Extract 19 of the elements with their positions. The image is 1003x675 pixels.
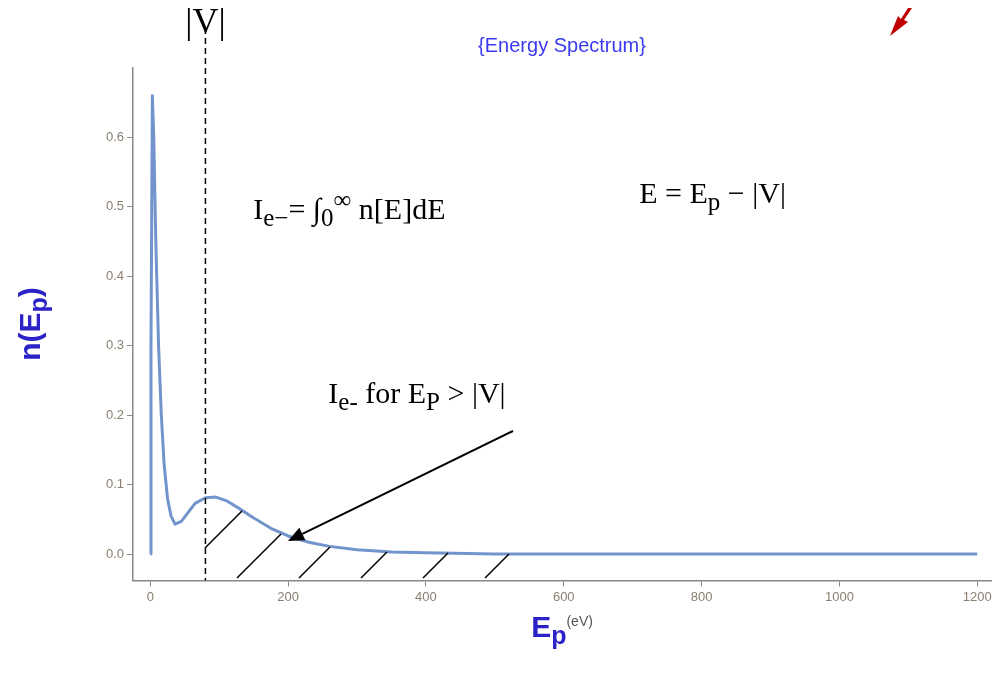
annotation: I$_{e-}$ for E$_{P}$ > |V| bbox=[328, 375, 506, 416]
x-tick-label: 800 bbox=[690, 588, 713, 604]
x-tick-label: 600 bbox=[552, 588, 575, 604]
x-tick-label: 1200 bbox=[962, 588, 992, 604]
y-tick-label: 0.4 bbox=[105, 267, 125, 283]
x-tick-label: 400 bbox=[415, 588, 437, 604]
x-tick-label: 0 bbox=[146, 588, 154, 604]
annotation: I$_{e−}$= ∫$_{0}$$^{∞}$ n[E]dE bbox=[253, 185, 446, 232]
x-tick-label: 1000 bbox=[824, 588, 854, 604]
ref-line-label: |V| bbox=[184, 0, 227, 42]
y-tick-label: 0.0 bbox=[105, 545, 125, 561]
x-tick-label: 200 bbox=[277, 588, 299, 604]
y-tick-label: 0.2 bbox=[105, 406, 125, 422]
y-tick-label: 0.1 bbox=[105, 476, 125, 492]
chart-title: {Energy Spectrum} bbox=[478, 34, 646, 56]
annotation: E = E$_{p}$ − |V| bbox=[639, 175, 786, 216]
y-tick-label: 0.3 bbox=[105, 337, 125, 353]
y-tick-label: 0.6 bbox=[105, 129, 125, 145]
y-tick-label: 0.5 bbox=[105, 198, 125, 214]
